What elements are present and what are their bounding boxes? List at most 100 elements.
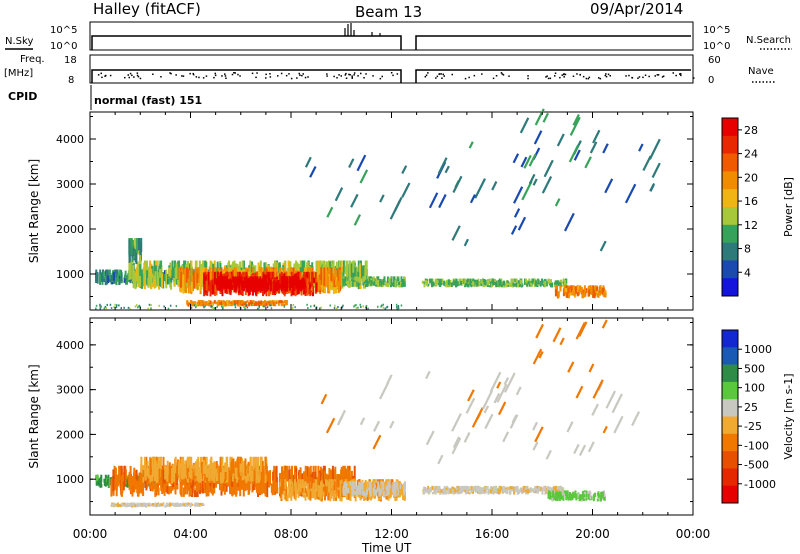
scatter-streak bbox=[649, 183, 656, 192]
data-cell bbox=[315, 479, 318, 491]
data-cell bbox=[259, 260, 262, 274]
data-cell bbox=[447, 279, 450, 286]
data-cell bbox=[560, 279, 563, 283]
data-cell bbox=[209, 267, 212, 283]
data-cell bbox=[480, 279, 483, 284]
data-cell bbox=[306, 489, 308, 497]
data-cell bbox=[252, 303, 255, 306]
data-cell bbox=[237, 280, 240, 288]
data-cell bbox=[328, 474, 331, 481]
nave-dot bbox=[481, 73, 483, 75]
data-cell bbox=[592, 289, 595, 298]
nave-dot bbox=[372, 75, 374, 77]
nave-dots bbox=[97, 72, 695, 80]
data-cell bbox=[198, 475, 200, 483]
data-cell bbox=[241, 280, 244, 286]
data-cell bbox=[309, 283, 312, 297]
noise-cell bbox=[334, 304, 336, 307]
data-cell bbox=[299, 272, 302, 288]
data-cell bbox=[155, 483, 158, 494]
scatter-streak bbox=[599, 240, 607, 252]
data-cell bbox=[273, 280, 276, 286]
data-cell bbox=[175, 263, 178, 280]
data-cell bbox=[193, 271, 196, 289]
data-cell bbox=[426, 281, 428, 286]
scatter-streak bbox=[624, 183, 637, 204]
data-cell bbox=[209, 284, 212, 293]
data-cell bbox=[216, 286, 219, 291]
data-cell bbox=[244, 301, 247, 306]
data-cell bbox=[211, 462, 214, 482]
station-title: Halley (fitACF) bbox=[93, 0, 201, 18]
data-cell bbox=[134, 275, 137, 290]
data-cell bbox=[485, 487, 487, 490]
data-cell bbox=[388, 484, 391, 489]
data-cell bbox=[230, 264, 233, 278]
data-cell bbox=[231, 302, 234, 305]
data-cell bbox=[296, 482, 299, 491]
data-cell bbox=[237, 276, 240, 284]
data-cell bbox=[149, 480, 152, 489]
data-cell bbox=[304, 488, 307, 494]
data-cell bbox=[199, 473, 202, 481]
data-cell bbox=[138, 238, 140, 251]
data-cell bbox=[197, 302, 200, 307]
data-cell bbox=[350, 281, 353, 285]
data-cell bbox=[486, 283, 489, 287]
data-cell bbox=[306, 476, 309, 486]
nave-dot bbox=[693, 77, 695, 79]
data-cell bbox=[133, 271, 136, 289]
data-cell bbox=[268, 271, 271, 285]
data-cell bbox=[392, 283, 395, 287]
data-cell bbox=[309, 267, 312, 280]
data-cell bbox=[295, 260, 298, 275]
data-cell bbox=[202, 302, 205, 305]
scatter-streak bbox=[592, 129, 601, 144]
data-cell bbox=[224, 471, 227, 480]
data-cell bbox=[286, 282, 289, 288]
data-cell bbox=[174, 260, 176, 275]
data-cell bbox=[151, 483, 154, 492]
data-cell bbox=[254, 303, 257, 306]
data-cell bbox=[284, 479, 287, 490]
noise-cell bbox=[216, 305, 218, 308]
noise-cell bbox=[266, 306, 269, 309]
data-cell bbox=[399, 485, 402, 489]
data-cell bbox=[214, 279, 217, 293]
data-cell bbox=[481, 487, 484, 491]
data-cell bbox=[145, 456, 148, 472]
scatter-streak bbox=[474, 178, 486, 199]
data-cell bbox=[521, 284, 524, 287]
data-cell bbox=[234, 285, 237, 292]
data-cell bbox=[387, 484, 390, 495]
data-cell bbox=[387, 283, 390, 288]
data-cell bbox=[349, 485, 352, 495]
data-cell bbox=[489, 281, 492, 284]
data-cell bbox=[106, 269, 109, 277]
noise-cell bbox=[380, 305, 382, 308]
data-cell bbox=[514, 283, 517, 286]
data-cell bbox=[582, 293, 584, 299]
data-cell bbox=[382, 481, 385, 490]
data-cell bbox=[202, 304, 205, 307]
noise-cell bbox=[382, 306, 385, 309]
data-cell bbox=[277, 285, 280, 290]
data-cell bbox=[188, 465, 191, 472]
scatter-streak bbox=[438, 194, 447, 209]
data-cell bbox=[517, 489, 520, 494]
data-cell bbox=[524, 489, 527, 492]
data-cell bbox=[293, 279, 296, 286]
data-cell bbox=[470, 485, 473, 490]
data-cell bbox=[311, 488, 314, 499]
data-cell bbox=[432, 282, 435, 287]
nave-dot bbox=[237, 73, 239, 76]
noise-cell bbox=[365, 306, 367, 309]
scatter-streak bbox=[534, 108, 545, 126]
scatter-streak bbox=[569, 116, 581, 136]
data-cell bbox=[136, 480, 139, 497]
data-cell bbox=[174, 484, 177, 494]
data-cell bbox=[241, 260, 244, 273]
scatter-streak bbox=[521, 180, 533, 201]
data-cell bbox=[263, 274, 266, 282]
